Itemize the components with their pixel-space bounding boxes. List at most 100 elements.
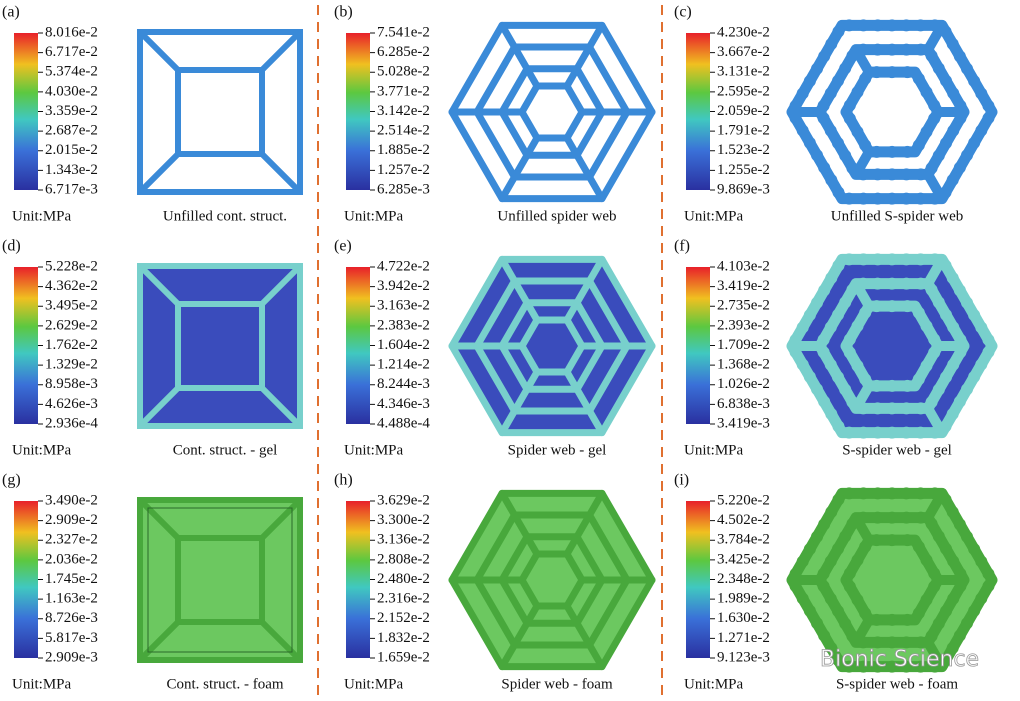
bump bbox=[901, 300, 914, 313]
watermark: Bionic Science bbox=[820, 647, 979, 672]
panel-label: (i) bbox=[674, 472, 689, 489]
bump bbox=[803, 309, 816, 322]
bump bbox=[871, 43, 884, 56]
bump bbox=[818, 518, 831, 531]
unit-label: Unit:MPa bbox=[344, 442, 404, 458]
bump bbox=[824, 555, 837, 568]
bump bbox=[886, 534, 898, 547]
strut bbox=[923, 169, 947, 204]
strut bbox=[851, 614, 874, 648]
bump bbox=[912, 540, 925, 553]
bump bbox=[900, 660, 913, 673]
unit-label: Unit:MPa bbox=[12, 676, 72, 692]
bump bbox=[982, 99, 995, 112]
tick-label: 3.142e-2 bbox=[377, 103, 430, 119]
tick-label: 4.488e-4 bbox=[377, 415, 430, 431]
bump bbox=[886, 379, 898, 392]
strut bbox=[498, 21, 541, 90]
bump bbox=[886, 168, 898, 181]
bump bbox=[843, 346, 856, 359]
colorbar bbox=[686, 33, 710, 190]
tick-label: 7.541e-2 bbox=[377, 24, 430, 40]
bump bbox=[832, 654, 845, 667]
bump bbox=[843, 192, 856, 205]
bump bbox=[968, 309, 981, 322]
bump bbox=[886, 66, 898, 79]
bump bbox=[871, 426, 884, 439]
strut bbox=[923, 254, 947, 289]
bump bbox=[851, 359, 864, 372]
inner-frame bbox=[175, 301, 265, 391]
panel-label: (f) bbox=[674, 238, 690, 255]
strut bbox=[137, 29, 181, 73]
caption: Cont. struct. - foam bbox=[166, 676, 283, 692]
strut bbox=[498, 368, 541, 437]
tick-label: 4.722e-2 bbox=[377, 258, 430, 274]
bump bbox=[870, 534, 883, 547]
panel: (e) 4.722e-2 3.942e-2 3.163e-2 2.383e-2 1.604… bbox=[334, 238, 656, 458]
panel: (g) 3.490e-2 2.909e-2 2.327e-2 2.036e-2 1.745… bbox=[2, 472, 303, 692]
bump bbox=[825, 271, 838, 284]
bump bbox=[920, 125, 933, 138]
bump bbox=[843, 333, 856, 346]
strut bbox=[923, 488, 947, 523]
bump bbox=[857, 660, 870, 673]
tick-label: 8.726e-3 bbox=[45, 610, 98, 626]
bump bbox=[857, 487, 870, 500]
structure bbox=[448, 21, 656, 203]
panel: (f) 4.103e-2 3.419e-2 2.735e-2 2.393e-2 1.709… bbox=[674, 238, 998, 458]
tick-label: 3.771e-2 bbox=[377, 83, 430, 99]
colorbar bbox=[686, 501, 710, 658]
bump bbox=[843, 487, 856, 500]
bump bbox=[832, 259, 845, 272]
bump bbox=[946, 271, 959, 284]
bump bbox=[839, 617, 852, 630]
ring bbox=[840, 300, 944, 392]
tick-label: 2.629e-2 bbox=[45, 317, 98, 333]
tick-label: 1.257e-2 bbox=[377, 162, 430, 178]
tick-label: 2.152e-2 bbox=[377, 610, 430, 626]
bump bbox=[818, 161, 831, 174]
panel-label: (e) bbox=[334, 238, 352, 255]
bump bbox=[839, 530, 852, 543]
strut bbox=[851, 278, 874, 312]
bump bbox=[920, 320, 933, 333]
bump bbox=[901, 379, 914, 392]
strut bbox=[563, 368, 606, 437]
tick-label: 6.717e-2 bbox=[45, 44, 98, 60]
bump bbox=[803, 136, 816, 149]
tick-label: 3.490e-2 bbox=[45, 492, 98, 508]
bump bbox=[843, 567, 856, 580]
tick-label: 1.832e-2 bbox=[377, 630, 430, 646]
strut bbox=[851, 146, 874, 180]
bump bbox=[946, 408, 959, 421]
bump bbox=[975, 555, 988, 568]
caption: Unfilled cont. struct. bbox=[163, 208, 287, 224]
tick-label: 1.163e-2 bbox=[45, 591, 98, 607]
bump bbox=[886, 277, 898, 290]
tick-label: 2.393e-2 bbox=[717, 317, 770, 333]
tick-label: 5.228e-2 bbox=[45, 258, 98, 274]
bump bbox=[832, 137, 844, 150]
caption: Unfilled spider web bbox=[497, 208, 616, 224]
tick-label: 2.808e-2 bbox=[377, 551, 430, 567]
colorbar bbox=[14, 267, 38, 424]
bump bbox=[796, 321, 809, 334]
bump bbox=[832, 493, 845, 506]
inner-frame bbox=[175, 535, 265, 625]
tick-label: 3.942e-2 bbox=[377, 278, 430, 294]
bump bbox=[912, 72, 925, 85]
bump bbox=[940, 542, 952, 555]
bump bbox=[811, 530, 823, 543]
bump bbox=[871, 277, 884, 290]
bump bbox=[914, 487, 927, 500]
tick-label: 5.817e-3 bbox=[45, 630, 98, 646]
tick-label: 3.300e-2 bbox=[377, 512, 430, 528]
unit-label: Unit:MPa bbox=[684, 676, 744, 692]
bump bbox=[975, 358, 988, 371]
unit-label: Unit:MPa bbox=[12, 208, 72, 224]
bump bbox=[900, 19, 913, 32]
bump bbox=[851, 320, 864, 333]
bump bbox=[886, 402, 898, 415]
bump bbox=[832, 186, 845, 199]
